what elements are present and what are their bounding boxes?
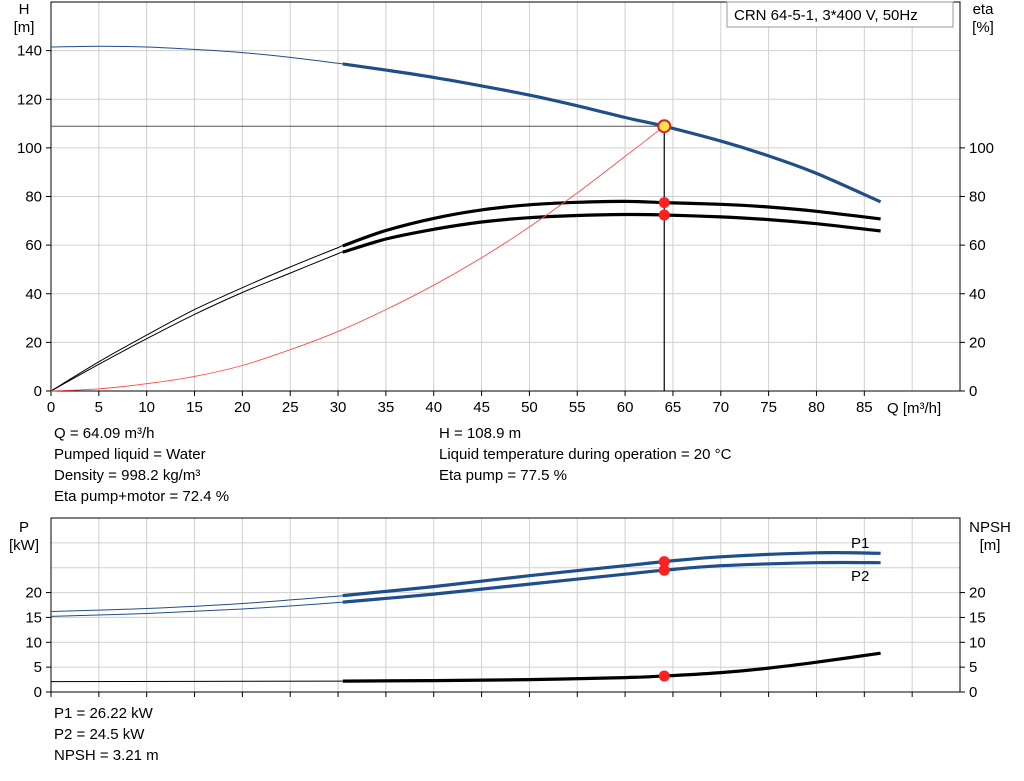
top-xtick-label: 40 — [425, 399, 442, 416]
top-y2tick-label: 60 — [969, 237, 986, 254]
bottom-y2tick-label: 0 — [969, 684, 977, 701]
top-y2label-line-0: eta — [973, 1, 995, 18]
top-xtick-label: 60 — [617, 399, 634, 416]
bottom-series-label-p2: P2 — [851, 568, 869, 585]
top-xtick-label: 70 — [712, 399, 729, 416]
top-series-system_curve — [50, 125, 665, 392]
top-y2tick-label: 20 — [969, 334, 986, 351]
readout-p2: P2 = 24.5 kW — [54, 726, 145, 743]
bottom-op-npsh-marker — [658, 670, 670, 682]
top-y2tick-label: 80 — [969, 189, 986, 206]
bottom-op-p1-marker — [658, 556, 670, 568]
top-xtick-label: 85 — [856, 399, 873, 416]
top-xtick-label: 75 — [760, 399, 777, 416]
top-xtick-label: 45 — [473, 399, 490, 416]
top-op-eta-total-marker — [658, 209, 670, 221]
top-y2tick-label: 100 — [969, 140, 994, 157]
bottom-series-P2-extrapolated — [50, 601, 348, 617]
bottom-y2label-line-0: NPSH — [969, 519, 1011, 536]
bottom-y2tick-label: 20 — [969, 585, 986, 602]
top-xtick-label: 65 — [665, 399, 682, 416]
bottom-ytick-label: 20 — [25, 585, 42, 602]
bottom-op-p2-marker — [658, 564, 670, 576]
top-ylabel-line-1: [m] — [14, 19, 35, 36]
top-xtick-label: 30 — [330, 399, 347, 416]
bottom-series-P1 — [342, 551, 881, 598]
top-xtick-label: 25 — [282, 399, 299, 416]
top-series-eta_pump-extrapolated — [50, 244, 344, 392]
bottom-series-NPSH — [342, 651, 881, 683]
readout-eta-total: Eta pump+motor = 72.4 % — [54, 488, 230, 505]
top-xtick-label: 50 — [521, 399, 538, 416]
top-xtick-label: 5 — [95, 399, 103, 416]
top-xtick-label: 20 — [234, 399, 251, 416]
bottom-ytick-label: 10 — [25, 634, 42, 651]
bottom-ylabel-line-1: [kW] — [9, 537, 39, 554]
bottom-y2tick-label: 15 — [969, 609, 986, 626]
readout-p1: P1 = 26.22 kW — [54, 705, 153, 722]
top-ytick-label: 140 — [17, 43, 42, 60]
top-ytick-label: 120 — [17, 91, 42, 108]
top-y2tick-label: 0 — [969, 383, 977, 400]
top-ytick-label: 20 — [25, 334, 42, 351]
top-series-H-extrapolated — [50, 45, 344, 65]
readout-head: H = 108.9 m — [439, 425, 522, 442]
top-series-eta_total-extrapolated — [50, 251, 344, 392]
top-y2tick-label: 40 — [969, 286, 986, 303]
bottom-ytick-label: 15 — [25, 609, 42, 626]
top-ytick-label: 60 — [25, 237, 42, 254]
top-y2label-line-1: [%] — [972, 19, 994, 36]
readout-liquid: Pumped liquid = Water — [54, 446, 206, 463]
readout-top-left: Q = 64.09 m³/h Pumped liquid = Water Den… — [54, 423, 229, 507]
top-op-duty-marker — [657, 119, 672, 134]
top-xtick-label: 80 — [808, 399, 825, 416]
bottom-frame — [50, 517, 961, 693]
bottom-series-P2 — [342, 560, 881, 604]
bottom-y2label-line-1: [m] — [980, 537, 1001, 554]
bottom-ytick-label: 5 — [34, 659, 42, 676]
top-xtick-label: 10 — [138, 399, 155, 416]
bottom-ylabel-line-0: P — [19, 519, 29, 536]
readout-flow: Q = 64.09 m³/h — [54, 425, 155, 442]
top-ytick-label: 100 — [17, 140, 42, 157]
top-series-eta_pump — [342, 199, 881, 248]
top-series-H — [342, 62, 882, 204]
readout-temperature: Liquid temperature during operation = 20… — [439, 446, 732, 463]
readout-top-right: H = 108.9 m Liquid temperature during op… — [439, 423, 731, 486]
bottom-series-NPSH-extrapolated — [50, 680, 343, 683]
chart-title: CRN 64-5-1, 3*400 V, 50Hz — [734, 7, 918, 24]
bottom-y2tick-label: 5 — [969, 659, 977, 676]
readout-bottom: P1 = 26.22 kW P2 = 24.5 kW NPSH = 3.21 m — [54, 703, 159, 766]
top-ylabel-line-0: H — [19, 1, 30, 18]
top-ytick-label: 40 — [25, 286, 42, 303]
readout-npsh: NPSH = 3.21 m — [54, 747, 159, 764]
top-xlabel: Q [m³/h] — [887, 400, 941, 417]
top-ytick-label: 80 — [25, 189, 42, 206]
top-xtick-label: 0 — [47, 399, 55, 416]
readout-density: Density = 998.2 kg/m³ — [54, 467, 201, 484]
top-series-eta_total — [342, 212, 881, 254]
title-box — [726, 1, 954, 28]
readout-eta-pump: Eta pump = 77.5 % — [439, 467, 567, 484]
top-op-eta-pump-marker — [658, 197, 670, 209]
top-xtick-label: 35 — [378, 399, 395, 416]
bottom-y2tick-label: 10 — [969, 634, 986, 651]
bottom-series-P1-extrapolated — [50, 594, 348, 612]
bottom-ytick-label: 0 — [34, 684, 42, 701]
top-xtick-label: 15 — [186, 399, 203, 416]
top-ytick-label: 0 — [34, 383, 42, 400]
top-xtick-label: 55 — [569, 399, 586, 416]
bottom-series-label-p1: P1 — [851, 535, 869, 552]
